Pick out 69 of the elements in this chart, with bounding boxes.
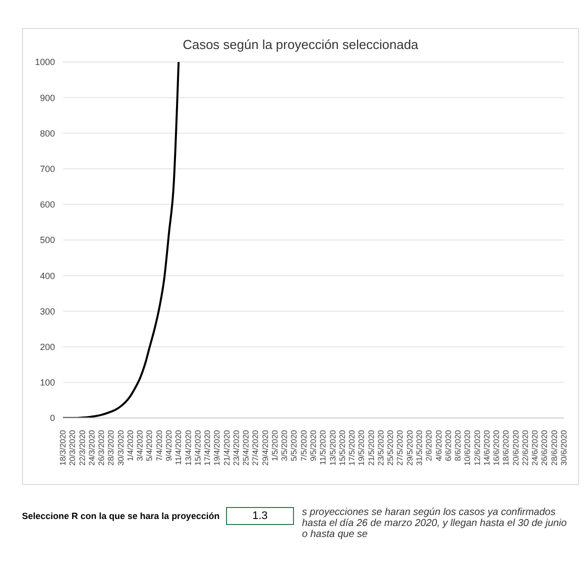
x-tick-label: 26/3/2020 bbox=[97, 429, 106, 466]
text: Seleccione R con la que se hara la proyección bbox=[22, 511, 220, 521]
x-tick-label: 23/5/2020 bbox=[376, 429, 386, 466]
y-tick-label: 300 bbox=[40, 306, 55, 316]
x-tick-label: 18/6/2020 bbox=[502, 429, 511, 466]
x-tick-label: 19/5/2020 bbox=[357, 429, 366, 466]
y-tick-label: 800 bbox=[40, 128, 55, 138]
x-tick-label: 9/5/2020 bbox=[309, 429, 318, 462]
x-tick-label: 11/5/2020 bbox=[318, 429, 328, 465]
x-tick-label: 27/4/2020 bbox=[251, 429, 260, 466]
x-tick-label: 1/4/2020 bbox=[126, 429, 135, 462]
x-tick-label: 15/5/2020 bbox=[338, 429, 347, 466]
x-tick-label: 12/6/2020 bbox=[472, 429, 482, 466]
x-tick-label: 19/4/2020 bbox=[212, 429, 222, 466]
x-tick-label: 26/6/2020 bbox=[540, 429, 550, 466]
x-tick-label: 28/3/2020 bbox=[106, 429, 116, 466]
x-tick-label: 25/5/2020 bbox=[386, 429, 396, 466]
y-tick-label: 200 bbox=[40, 342, 55, 352]
x-tick-label: 7/4/2020 bbox=[154, 429, 164, 462]
y-tick-label: 100 bbox=[40, 378, 55, 388]
y-tick-label: 400 bbox=[40, 270, 55, 281]
x-tick-label: 14/6/2020 bbox=[482, 429, 492, 466]
x-tick-label: 24/3/2020 bbox=[87, 429, 96, 466]
input-field: 1.3 bbox=[226, 507, 294, 525]
x-tick-label: 23/4/2020 bbox=[232, 429, 241, 466]
x-tick-label: 29/4/2020 bbox=[260, 429, 270, 466]
x-tick-label: 21/5/2020 bbox=[366, 429, 376, 466]
x-tick-label: 4/6/2020 bbox=[434, 429, 444, 462]
x-tick-label: 9/4/2020 bbox=[164, 429, 174, 462]
x-tick-label: 30/3/2020 bbox=[116, 429, 126, 466]
x-tick-label: 22/6/2020 bbox=[520, 429, 530, 466]
x-tick-label: 13/4/2020 bbox=[184, 429, 193, 466]
y-tick-label: 0 bbox=[50, 413, 55, 424]
x-tick-label: 17/4/2020 bbox=[203, 429, 212, 466]
x-tick-label: 17/5/2020 bbox=[348, 429, 357, 466]
x-tick-label: 20/6/2020 bbox=[511, 429, 520, 466]
x-tick-label: 7/5/2020 bbox=[299, 429, 308, 462]
x-tick-label: 25/4/2020 bbox=[242, 429, 251, 466]
x-tick-label: 6/6/2020 bbox=[444, 429, 453, 462]
x-tick-label: 3/5/2020 bbox=[280, 429, 290, 462]
y-tick-label: 500 bbox=[40, 235, 55, 246]
x-tick-label: 8/6/2020 bbox=[454, 429, 463, 462]
x-tick-label: 22/3/2020 bbox=[78, 429, 87, 466]
x-tick-label: 5/4/2020 bbox=[145, 429, 154, 462]
x-tick-label: 5/5/2020 bbox=[290, 429, 299, 462]
x-tick-label: 16/6/2020 bbox=[492, 429, 502, 466]
x-tick-label: 30/6/2020 bbox=[560, 429, 568, 466]
x-tick-label: 11/4/2020 bbox=[174, 429, 184, 465]
x-tick-label: 2/6/2020 bbox=[424, 429, 434, 462]
x-tick-label: 3/4/2020 bbox=[136, 429, 145, 462]
x-tick-label: 18/3/2020 bbox=[58, 429, 68, 466]
x-tick-label: 21/4/2020 bbox=[222, 429, 232, 466]
y-tick-label: 700 bbox=[40, 164, 55, 174]
x-tick-label: 28/6/2020 bbox=[550, 429, 559, 466]
x-tick-label: 10/6/2020 bbox=[463, 429, 472, 466]
y-tick-label: 900 bbox=[40, 92, 55, 103]
x-tick-label: 29/5/2020 bbox=[405, 429, 414, 466]
x-tick-label: 1/5/2020 bbox=[270, 429, 280, 462]
y-tick-label: 1000 bbox=[34, 57, 55, 68]
x-tick-label: 31/5/2020 bbox=[414, 429, 424, 466]
x-tick-label: 24/6/2020 bbox=[530, 429, 540, 466]
text: s proyecciones se haran según los casos ya confirmados hasta el día 26 de marzo 2020, y llegan hasta el 30 de junio o hasta que se bbox=[302, 507, 568, 540]
y-tick-label: 600 bbox=[40, 200, 55, 210]
x-tick-label: 27/5/2020 bbox=[396, 429, 405, 466]
x-tick-label: 15/4/2020 bbox=[193, 429, 202, 466]
x-tick-label: 13/5/2020 bbox=[328, 429, 338, 466]
chart-title: Casos según la proyección seleccionada bbox=[182, 37, 420, 52]
line-series bbox=[62, 62, 180, 418]
x-tick-label: 20/3/2020 bbox=[68, 429, 78, 466]
